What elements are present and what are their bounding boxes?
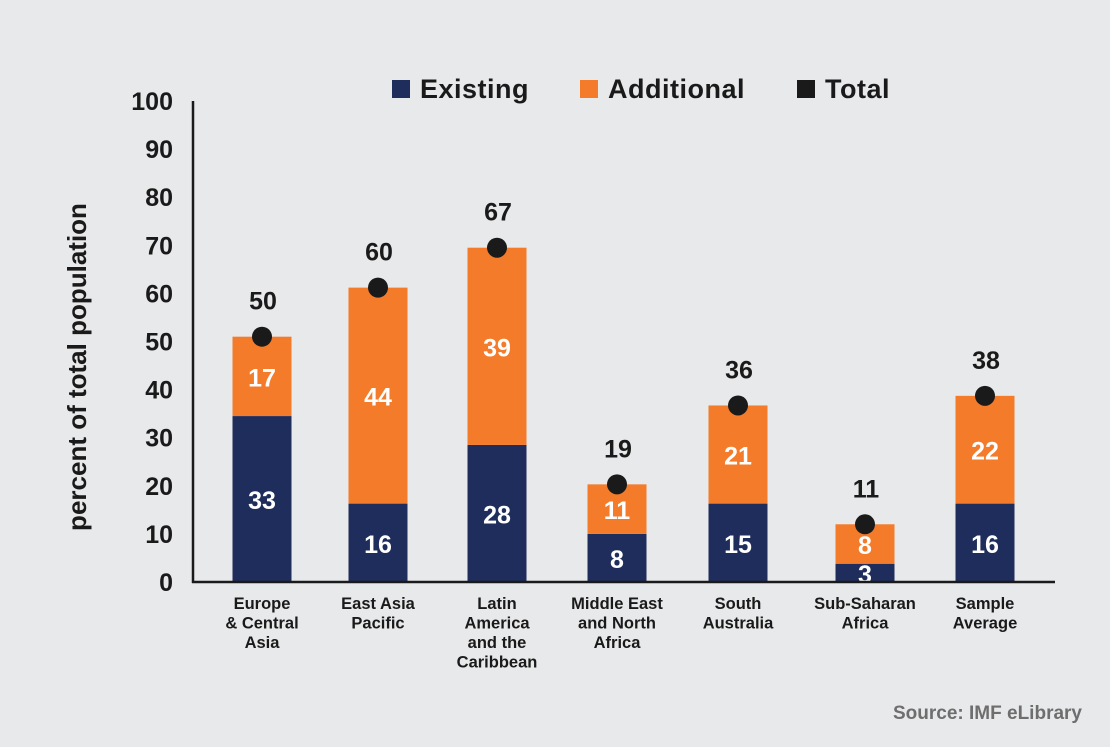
legend-swatch: [580, 80, 598, 98]
bar-additional: [955, 395, 1015, 504]
bar-additional: [467, 247, 527, 445]
bar-additional: [232, 336, 292, 417]
x-category-label: South Australia: [703, 595, 774, 633]
bar-existing-label: 15: [724, 531, 752, 559]
bar-existing-label: 16: [971, 531, 999, 559]
bar-existing: [955, 503, 1015, 582]
x-category-label: Europe & Central Asia: [225, 595, 298, 652]
total-marker: [252, 326, 272, 347]
x-axis-labels: Europe & Central Asia East Asia Pacific Latin…: [225, 595, 1017, 672]
legend-swatch: [797, 80, 815, 98]
legend-label: Additional: [608, 74, 745, 104]
bar-existing: [708, 503, 768, 582]
y-tick-label: 20: [145, 473, 173, 501]
y-tick-label: 70: [145, 232, 173, 260]
y-tick-label: 30: [145, 425, 173, 453]
x-category-label: East Asia Pacific: [341, 595, 416, 633]
y-tick-label: 60: [145, 280, 173, 308]
bar-existing-label: 28: [483, 501, 511, 529]
total-label: 38: [972, 347, 1000, 375]
total-label: 36: [725, 356, 753, 384]
bar-existing: [348, 503, 408, 582]
y-tick-label: 80: [145, 184, 173, 212]
bar-existing: [232, 416, 292, 582]
y-axis-label-group: percent of total population: [62, 203, 92, 531]
legend-item: Additional: [580, 74, 745, 104]
bar-existing-label: 16: [364, 531, 392, 559]
total-marker: [728, 395, 748, 416]
total-marker: [855, 514, 875, 535]
bar-additional: [708, 405, 768, 504]
total-label: 11: [853, 475, 880, 503]
bar-existing: [835, 563, 895, 582]
bar-additional-label: 8: [858, 532, 872, 560]
bar-existing-label: 33: [248, 487, 276, 515]
total-label: 50: [249, 288, 277, 316]
bar-additional-label: 17: [248, 364, 276, 392]
x-category-label: Sub-Saharan Africa: [814, 595, 916, 633]
legend: Existing Additional Total: [392, 74, 890, 104]
bar-additional: [348, 287, 408, 504]
total-label: 19: [604, 435, 632, 463]
x-category-label: Sample Average: [953, 595, 1018, 633]
bar-additional-label: 22: [971, 438, 999, 466]
y-axis-label: percent of total population: [62, 203, 92, 531]
bar-existing: [587, 533, 647, 582]
y-tick-label: 40: [145, 377, 173, 405]
total-marker: [487, 237, 507, 258]
y-tick-label: 10: [145, 521, 173, 549]
y-tick-label: 90: [145, 136, 173, 164]
total-label: 60: [365, 239, 393, 267]
y-tick-label: 0: [159, 569, 173, 597]
bar-existing-label: 3: [858, 561, 872, 589]
total-marker: [975, 385, 995, 406]
bar-additional-label: 44: [364, 384, 392, 412]
bar-additional-label: 11: [604, 497, 631, 525]
legend-item: Existing: [392, 74, 529, 104]
total-marker: [368, 277, 388, 298]
axes: [191, 101, 1055, 584]
total-label: 67: [484, 199, 512, 227]
x-category-label: Latin America and the Caribbean: [457, 595, 538, 672]
legend-label: Existing: [420, 74, 529, 104]
x-category-label: Middle East and North Africa: [571, 595, 663, 652]
bar-existing-label: 8: [610, 546, 624, 574]
total-marker: [607, 474, 627, 495]
legend-label: Total: [825, 74, 890, 104]
y-axis-ticks: 0 10 20 30 40 50 60 70 80 90 100: [131, 88, 173, 597]
legend-item: Total: [797, 74, 890, 104]
bar-additional-label: 21: [724, 443, 752, 471]
y-tick-label: 100: [131, 88, 173, 116]
source-note: Source: IMF eLibrary: [893, 703, 1082, 724]
legend-swatch: [392, 80, 410, 98]
bar-existing: [467, 444, 527, 582]
bar-additional-label: 39: [483, 334, 511, 362]
y-tick-label: 50: [145, 329, 173, 357]
